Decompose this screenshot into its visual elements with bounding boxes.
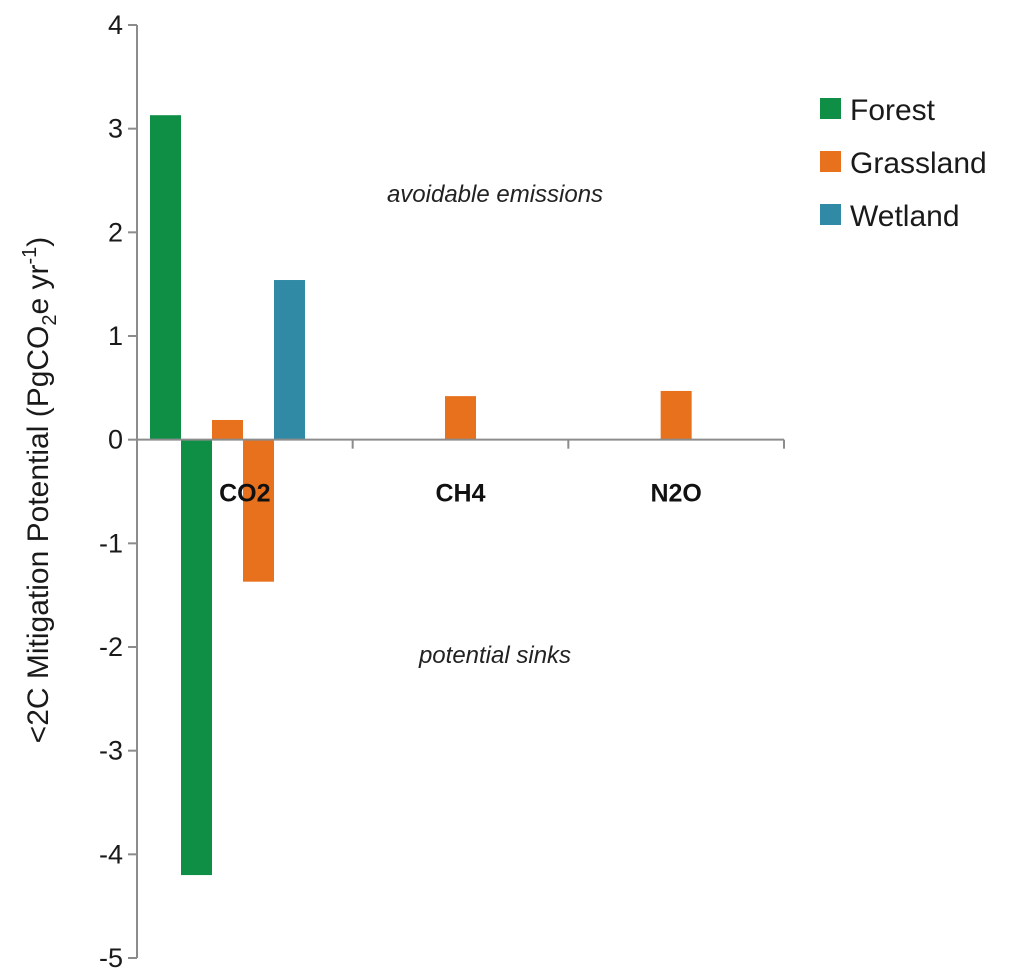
bar-grassland bbox=[243, 439, 274, 582]
legend-swatch-wetland bbox=[820, 204, 841, 225]
bar-grassland bbox=[445, 396, 476, 440]
y-tick-label: 3 bbox=[108, 114, 123, 144]
category-label: CO2 bbox=[219, 480, 270, 508]
y-tick-label: -1 bbox=[99, 528, 123, 558]
category-labels-group: CO2 CH4 N2O bbox=[219, 439, 785, 508]
y-tick-label: 4 bbox=[108, 10, 123, 40]
annotation-avoidable-emissions: avoidable emissions bbox=[387, 181, 603, 208]
bar-grassland bbox=[212, 419, 243, 440]
category-label: N2O bbox=[650, 480, 701, 508]
legend-label-grassland: Grassland bbox=[850, 147, 987, 180]
y-tick-label: 0 bbox=[108, 425, 123, 455]
y-tick-label: 2 bbox=[108, 217, 123, 247]
y-tick-label: -2 bbox=[99, 632, 123, 662]
y-tick-label: -5 bbox=[99, 943, 123, 973]
bar-grassland bbox=[660, 390, 692, 440]
legend-swatch-forest bbox=[820, 98, 841, 119]
y-tick-label: 1 bbox=[108, 321, 123, 351]
bar-wetland bbox=[274, 280, 305, 440]
y-tick-label: -4 bbox=[99, 839, 123, 869]
legend-label-wetland: Wetland bbox=[850, 200, 960, 233]
legend-swatch-grassland bbox=[820, 151, 841, 172]
bar-forest bbox=[181, 439, 212, 876]
bar-forest bbox=[150, 115, 181, 440]
legend-label-forest: Forest bbox=[850, 94, 936, 127]
category-label: CH4 bbox=[435, 480, 485, 508]
axes-group bbox=[136, 25, 784, 958]
y-axis-title: <2C Mitigation Potential (PgCO2e yr-1) bbox=[19, 237, 61, 744]
bars-group bbox=[150, 115, 692, 876]
y-tick-label: -3 bbox=[99, 736, 123, 766]
y-ticks-group: 4 3 2 1 0 -1 -2 -3 -4 -5 bbox=[99, 10, 137, 973]
annotation-potential-sinks: potential sinks bbox=[418, 642, 571, 669]
legend: Forest Grassland Wetland bbox=[820, 94, 987, 233]
